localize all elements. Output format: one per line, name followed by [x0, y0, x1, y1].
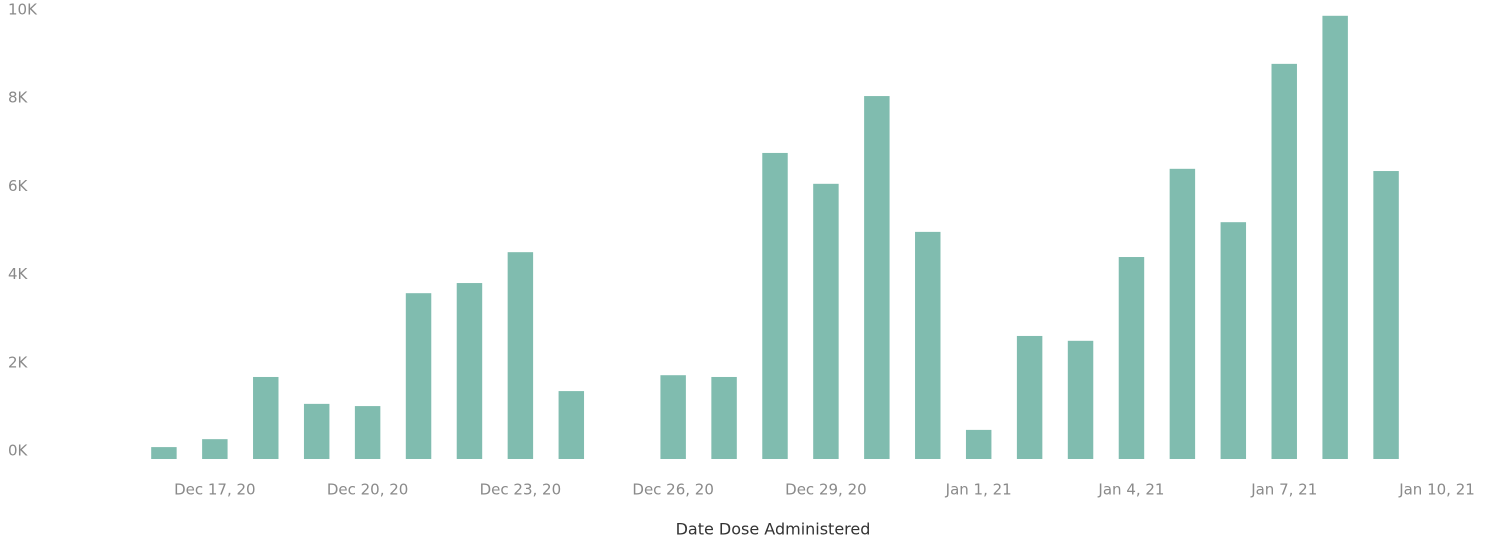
y-tick-label: 8K [8, 89, 29, 107]
y-tick-label: 0K [8, 442, 29, 460]
x-tick-label: Dec 20, 20 [327, 481, 409, 499]
bar [456, 283, 483, 459]
x-tick-label: Dec 26, 20 [632, 481, 714, 499]
bar [965, 429, 992, 459]
x-axis-title: Date Dose Administered [676, 520, 871, 539]
bar [1322, 15, 1348, 459]
bar [303, 403, 330, 459]
x-tick-label: Dec 29, 20 [785, 481, 867, 499]
x-tick-label: Jan 7, 21 [1250, 481, 1317, 499]
y-tick-label: 2K [8, 353, 29, 371]
x-tick-label: Jan 4, 21 [1097, 481, 1164, 499]
x-tick-label: Dec 17, 20 [174, 481, 256, 499]
bar [1118, 257, 1145, 459]
bar [151, 447, 177, 459]
bar [405, 293, 432, 459]
y-tick-label: 6K [8, 177, 29, 195]
y-tick-label: 4K [8, 265, 29, 283]
x-tick-label: Jan 1, 21 [945, 481, 1012, 499]
bar [1067, 340, 1094, 459]
bar [558, 391, 585, 459]
bar [915, 231, 941, 459]
bar [762, 152, 788, 460]
bar [660, 375, 686, 459]
bar [711, 376, 737, 459]
bar [1016, 335, 1043, 459]
bar [1271, 63, 1297, 459]
bar [813, 183, 839, 460]
x-tick-label: Dec 23, 20 [480, 481, 562, 499]
bar [507, 252, 534, 459]
bar [202, 439, 228, 459]
bar [1373, 171, 1399, 460]
bar [864, 96, 890, 459]
bar [1169, 168, 1196, 459]
bar [1220, 222, 1247, 459]
y-tick-label: 10K [8, 1, 38, 19]
x-tick-label: Jan 10, 21 [1398, 481, 1475, 499]
bar [354, 406, 381, 459]
bar [253, 376, 279, 459]
